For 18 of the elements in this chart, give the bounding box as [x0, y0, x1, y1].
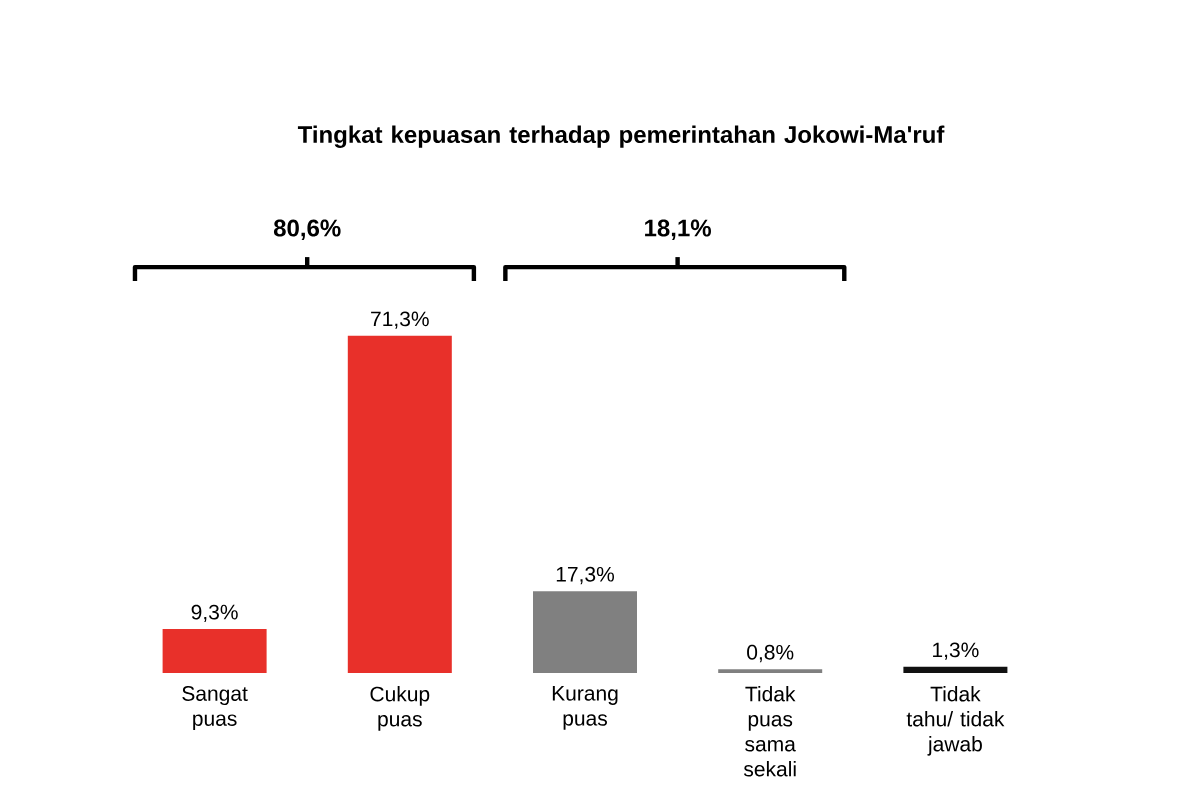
- data-label: 1,3%: [933, 642, 979, 660]
- x-tick-label: Sangat puas: [182, 686, 248, 731]
- bar: [718, 669, 823, 673]
- bar: [903, 666, 1008, 673]
- data-label: 0,8%: [747, 644, 794, 663]
- bar: [162, 629, 267, 673]
- data-label: 17,3%: [556, 566, 615, 585]
- bar: [347, 335, 452, 673]
- x-tick-label: Tidak puas sama sekali: [743, 686, 796, 777]
- x-tick-label: Kurang puas: [552, 686, 618, 730]
- data-label: 9,3%: [191, 604, 238, 622]
- data-label: 71,3%: [371, 311, 429, 329]
- x-tick-label: Cukup puas: [370, 686, 430, 731]
- text: 80,6%: [273, 219, 341, 241]
- text: 18,1%: [645, 219, 711, 241]
- bar: [533, 591, 637, 673]
- x-tick-label: Tidak tahu/ tidak jawab: [906, 686, 1005, 756]
- chart-title: Tingkat kepuasan terhadap pemerintahan Jokowi-Ma'ruf: [297, 125, 945, 148]
